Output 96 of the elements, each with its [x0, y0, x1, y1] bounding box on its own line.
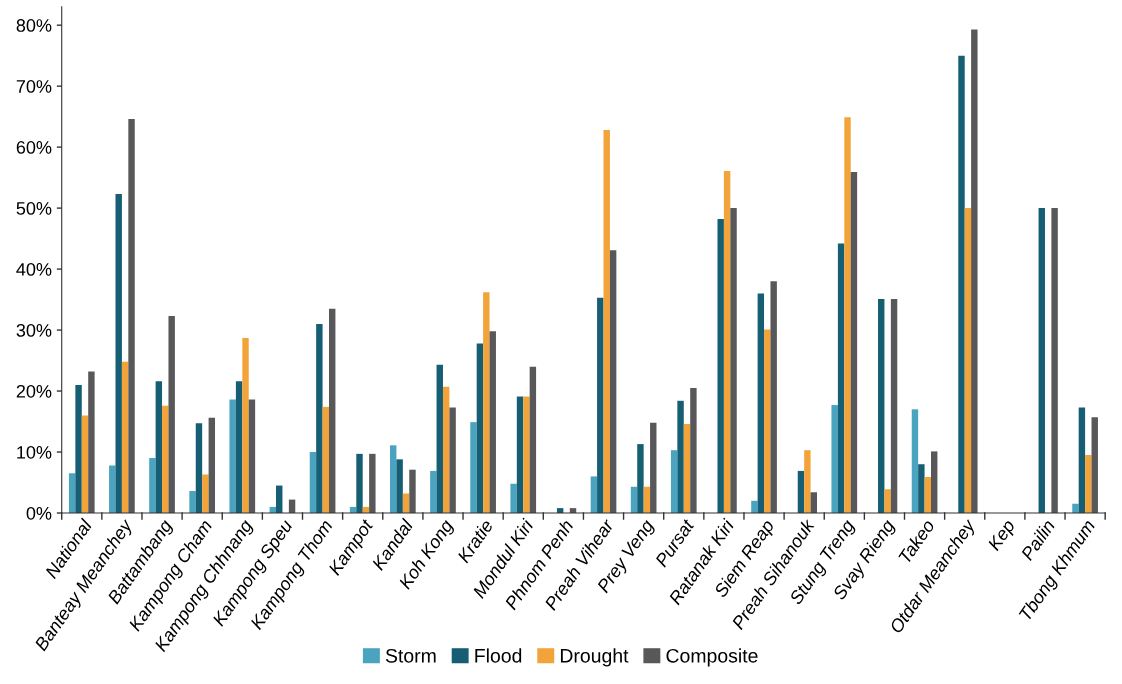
bar — [409, 469, 416, 513]
bar — [837, 243, 845, 513]
bar — [322, 406, 329, 513]
bar — [717, 219, 724, 513]
bar — [637, 444, 644, 513]
bar — [730, 208, 737, 513]
bar — [690, 387, 697, 513]
y-tick-label: 30% — [16, 323, 52, 337]
y-tick-label: 0% — [26, 506, 52, 520]
y-tick-label: 20% — [16, 384, 52, 398]
x-tick-label: Kep — [987, 518, 1019, 554]
bar — [149, 458, 156, 513]
bar — [229, 399, 236, 513]
bar — [590, 476, 598, 513]
bar — [449, 407, 456, 513]
bar — [930, 451, 938, 513]
y-tick-label: 50% — [16, 202, 52, 215]
bar — [81, 415, 89, 513]
bar — [208, 417, 216, 513]
bar — [115, 194, 122, 513]
bar — [510, 483, 517, 513]
bar — [476, 343, 484, 513]
bar — [396, 459, 403, 513]
bar — [677, 400, 684, 513]
bar — [430, 470, 437, 513]
bar — [1091, 417, 1098, 513]
bar — [924, 477, 931, 513]
bar — [162, 405, 169, 513]
bar — [964, 208, 972, 513]
bar — [1078, 407, 1086, 513]
y-tick-label: 70% — [16, 80, 52, 93]
bar — [329, 308, 336, 513]
bar — [884, 489, 891, 513]
bar — [195, 423, 203, 513]
bar — [850, 172, 858, 513]
bar — [751, 500, 758, 513]
bar — [109, 465, 116, 513]
bar — [757, 293, 765, 513]
bar — [831, 405, 838, 513]
bar — [390, 445, 397, 513]
bar — [529, 366, 537, 513]
y-tick-label: 10% — [17, 445, 52, 459]
bar — [810, 492, 818, 513]
bar — [670, 450, 678, 513]
bar — [248, 399, 256, 513]
bar — [356, 453, 363, 513]
bar — [235, 381, 243, 513]
bar — [470, 422, 477, 513]
y-tick-label: 80% — [16, 19, 52, 32]
bar — [88, 371, 95, 513]
bar — [609, 250, 617, 513]
bar — [797, 470, 805, 513]
bar — [958, 55, 965, 513]
bar — [804, 450, 811, 513]
bar — [918, 464, 925, 513]
bar — [168, 316, 175, 513]
bar — [723, 170, 731, 513]
legend-label: Drought — [560, 648, 629, 667]
bar — [483, 292, 490, 513]
bar — [770, 281, 777, 513]
bar — [155, 381, 163, 513]
bar — [844, 117, 851, 513]
bar — [764, 329, 771, 513]
bar — [523, 396, 530, 513]
bar — [650, 422, 657, 513]
bar — [128, 119, 135, 513]
legend-label: Flood — [475, 648, 522, 663]
bar — [1038, 208, 1045, 513]
bar — [597, 297, 604, 513]
legend-label: Storm — [385, 648, 436, 663]
bar — [402, 493, 410, 513]
bar — [309, 452, 317, 513]
bar — [1072, 503, 1079, 513]
y-tick-label: 40% — [16, 263, 52, 276]
bar — [442, 386, 450, 513]
bar — [878, 298, 885, 513]
bar — [242, 337, 249, 513]
bar — [971, 29, 978, 513]
bar — [75, 384, 82, 513]
bar — [890, 298, 898, 513]
bar — [316, 323, 323, 513]
legend-label: Composite — [666, 648, 758, 667]
bar — [911, 409, 919, 513]
bar — [436, 364, 443, 513]
bar — [603, 130, 610, 513]
bar — [683, 423, 691, 513]
bar — [489, 331, 496, 513]
bar — [202, 474, 209, 513]
bar — [516, 396, 524, 513]
bar — [369, 453, 376, 513]
y-tick-label: 60% — [16, 141, 52, 154]
bar — [189, 491, 196, 513]
bar — [68, 473, 76, 513]
bar — [1051, 208, 1058, 513]
bar — [1085, 455, 1092, 513]
bar — [121, 361, 129, 513]
